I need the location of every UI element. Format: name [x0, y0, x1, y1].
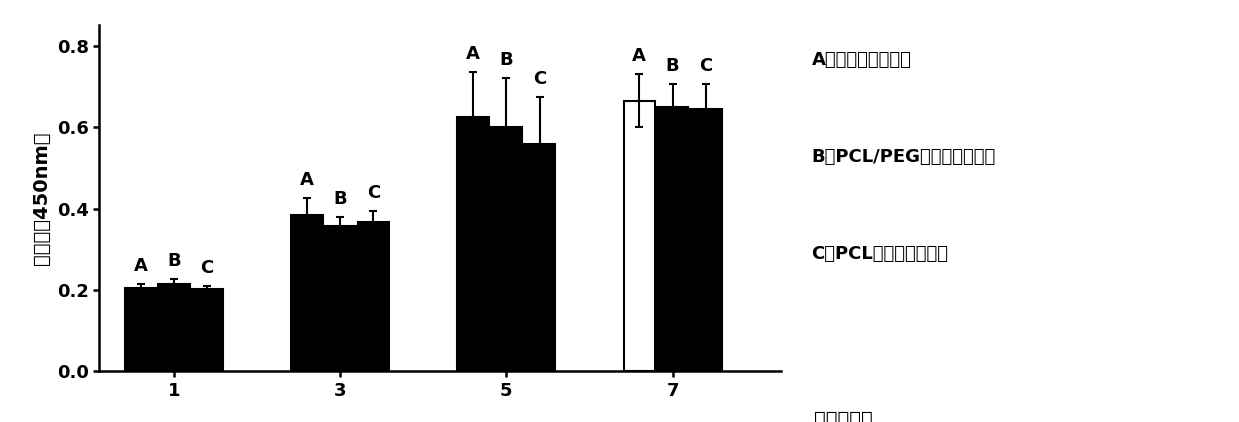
Text: A: A	[134, 257, 147, 275]
Bar	[623, 100, 655, 371]
Text: C: C	[367, 184, 380, 203]
Bar	[159, 284, 190, 371]
Bar	[457, 117, 489, 371]
Text: C: C	[201, 259, 214, 277]
Bar	[657, 107, 689, 371]
Bar	[291, 215, 322, 371]
Bar	[524, 144, 555, 371]
Text: A: A	[632, 47, 647, 65]
Text: 时间（天）: 时间（天）	[814, 410, 872, 422]
Bar	[191, 289, 223, 371]
Text: C: C	[533, 70, 546, 89]
Text: C: C	[699, 57, 712, 76]
Bar	[358, 222, 389, 371]
Bar	[690, 109, 721, 371]
Text: B: B	[333, 190, 347, 208]
Text: B: B	[665, 57, 679, 76]
Text: A：普通完全培养基: A：普通完全培养基	[812, 51, 912, 69]
Bar	[325, 226, 356, 371]
Text: B: B	[499, 51, 513, 69]
Y-axis label: 吸光度（450nm）: 吸光度（450nm）	[32, 132, 51, 265]
Text: A: A	[466, 45, 479, 63]
Bar	[491, 127, 522, 371]
Text: C：PCL浸提完全培养基: C：PCL浸提完全培养基	[812, 245, 949, 263]
Bar	[125, 288, 156, 371]
Text: A: A	[300, 171, 313, 189]
Text: B：PCL/PEG浸提完全培养基: B：PCL/PEG浸提完全培养基	[812, 148, 996, 166]
Text: B: B	[167, 252, 181, 270]
